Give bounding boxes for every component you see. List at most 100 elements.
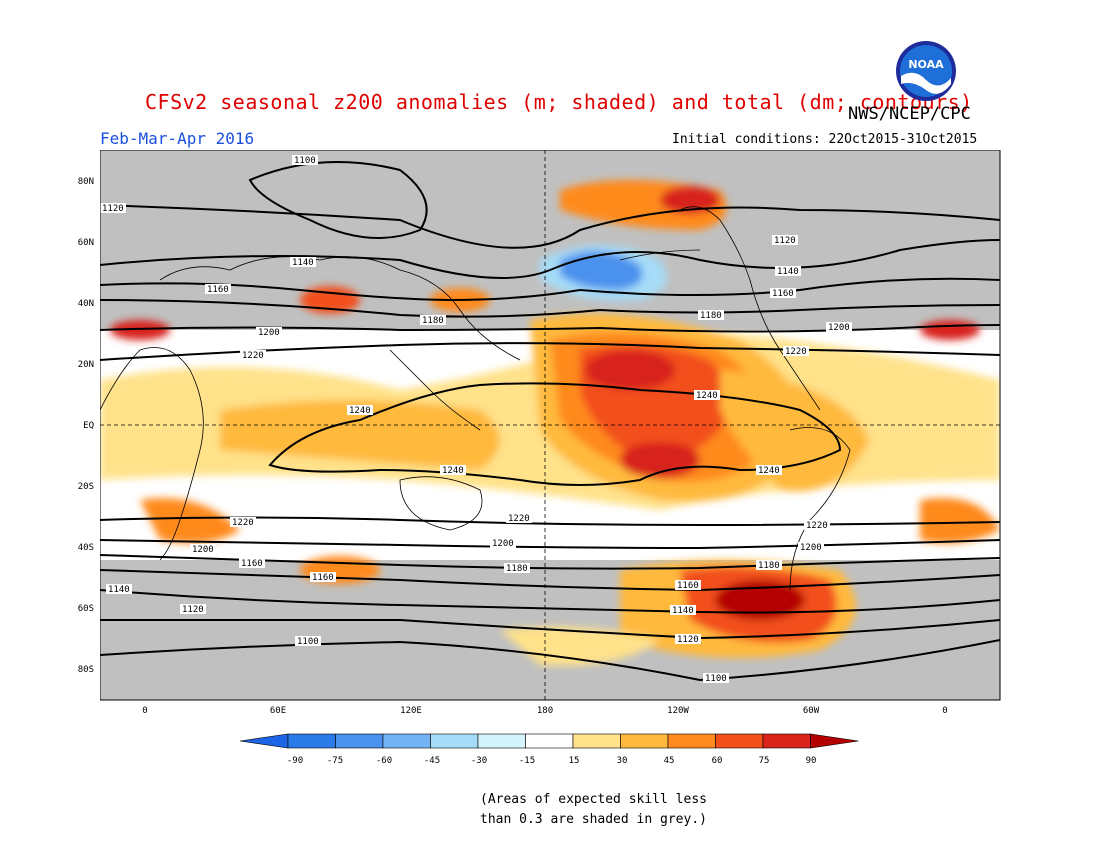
contour-1120-south	[100, 619, 1000, 640]
lat-label: 60S	[78, 604, 94, 614]
lat-label: 20S	[78, 482, 94, 492]
colorbar-box	[810, 733, 859, 749]
contour-label: 1240	[696, 391, 718, 401]
contour-label: 1140	[292, 258, 314, 268]
contour-label: 1120	[102, 204, 124, 214]
colorbar-box	[620, 733, 669, 749]
contour-label: 1200	[258, 328, 280, 338]
colorbar-box	[382, 733, 431, 749]
lon-label: 0	[942, 706, 947, 716]
colorbar-tick: 75	[759, 756, 770, 766]
contour-label: 1140	[108, 585, 130, 595]
lat-label: 20N	[78, 360, 94, 370]
colorbar-tick: -30	[471, 756, 487, 766]
contour-1240-tropics	[268, 382, 842, 486]
contour-1160-south	[100, 569, 1000, 592]
colorbar-legend: -90 -75 -60 -45 -30 -15 15 30 45 60 75 9…	[239, 733, 859, 766]
contour-label: 1100	[294, 156, 316, 166]
colorbar-tick: -45	[424, 756, 440, 766]
plot-frame	[100, 150, 1001, 701]
contour-label: 1160	[207, 285, 229, 295]
colorbar-box	[715, 733, 764, 749]
anomaly-map: 1100 1120 1120 1140 1140 1160 1160 1180 …	[100, 150, 1001, 701]
contour-label: 1160	[241, 559, 263, 569]
contour-1120-north	[100, 204, 1000, 249]
skill-note-line-2: than 0.3 are shaded in grey.)	[480, 812, 707, 827]
contour-label: 1180	[758, 561, 780, 571]
lon-label: 60W	[803, 706, 820, 716]
lon-label: 120W	[667, 706, 689, 716]
chart-title: CFSv2 seasonal z200 anomalies (m; shaded…	[145, 90, 973, 114]
noaa-logo-icon: NOAA	[896, 41, 956, 101]
contour-label: 1240	[442, 466, 464, 476]
colorbar-tick: 30	[617, 756, 628, 766]
colorbar-tick: 45	[664, 756, 675, 766]
contour-label: 1200	[192, 545, 214, 555]
lon-label: 120E	[400, 706, 422, 716]
lat-label: 80S	[78, 665, 94, 675]
contour-label: 1220	[508, 514, 530, 524]
colorbar-tick: 90	[806, 756, 817, 766]
skill-note-line-1: (Areas of expected skill less	[480, 792, 707, 807]
contour-label: 1140	[672, 606, 694, 616]
contour-label: 1220	[232, 518, 254, 528]
contour-label: 1180	[506, 564, 528, 574]
contour-label: 1200	[800, 543, 822, 553]
colorbar-tick: -60	[376, 756, 392, 766]
contour-label: 1220	[806, 521, 828, 531]
lat-label: 60N	[78, 238, 94, 248]
colorbar-box	[335, 733, 384, 749]
contour-label: 1140	[777, 267, 799, 277]
contour-1140-north	[100, 239, 1000, 279]
lon-label: 180	[537, 706, 553, 716]
contour-1180-north	[100, 299, 1000, 318]
colorbar-tick: 15	[569, 756, 580, 766]
colorbar-ticks: -90 -75 -60 -45 -30 -15 15 30 45 60 75 9…	[287, 756, 817, 766]
contour-label: 1200	[492, 539, 514, 549]
contour-label: 1160	[677, 581, 699, 591]
contour-label: 1160	[312, 573, 334, 583]
contour-label: 1180	[422, 316, 444, 326]
agency-label: NWS/NCEP/CPC	[848, 104, 971, 124]
colorbar-box	[572, 733, 621, 749]
contour-1200-south	[100, 539, 1000, 550]
colorbar-box	[287, 733, 336, 749]
colorbar-box	[525, 733, 574, 749]
lon-label: 60E	[270, 706, 286, 716]
contour-labels: 1100 1120 1120 1140 1140 1160 1160 1180 …	[100, 155, 852, 684]
logo-text: NOAA	[908, 58, 944, 71]
contour-label: 1200	[828, 323, 850, 333]
latitude-axis: 80N 60N 40N 20N EQ 20S 40S 60S 80S	[78, 177, 94, 675]
contour-label: 1180	[700, 311, 722, 321]
forecast-period: Feb-Mar-Apr 2016	[100, 129, 255, 148]
colorbar-boxes	[239, 733, 859, 749]
contour-label: 1220	[242, 351, 264, 361]
contour-label: 1100	[705, 674, 727, 684]
contour-1140-south	[100, 589, 1000, 614]
contour-1160-north	[100, 277, 1000, 302]
lat-label: EQ	[83, 421, 94, 431]
colorbar-tick: 60	[712, 756, 723, 766]
longitude-axis: 0 60E 120E 180 120W 60W 0	[142, 706, 947, 716]
plot-area: 1100 1120 1120 1140 1140 1160 1160 1180 …	[100, 150, 1001, 701]
contour-label: 1240	[758, 466, 780, 476]
lat-label: 80N	[78, 177, 94, 187]
colorbar-box	[239, 733, 289, 749]
colorbar-box	[477, 733, 526, 749]
contour-label: 1220	[785, 347, 807, 357]
colorbar-tick: -90	[287, 756, 303, 766]
contour-label: 1160	[772, 289, 794, 299]
colorbar-tick: -15	[519, 756, 535, 766]
colorbar-tick: -75	[327, 756, 343, 766]
contour-label: 1100	[297, 637, 319, 647]
lat-label: 40S	[78, 543, 94, 553]
lon-label: 0	[142, 706, 147, 716]
contour-label: 1120	[182, 605, 204, 615]
initial-conditions: Initial conditions: 22Oct2015-31Oct2015	[672, 132, 978, 147]
colorbar-box	[667, 733, 716, 749]
contour-label: 1120	[774, 236, 796, 246]
contour-1100-south	[100, 639, 1000, 682]
contour-label: 1240	[349, 406, 371, 416]
contour-label: 1120	[677, 635, 699, 645]
colorbar-box	[430, 733, 479, 749]
